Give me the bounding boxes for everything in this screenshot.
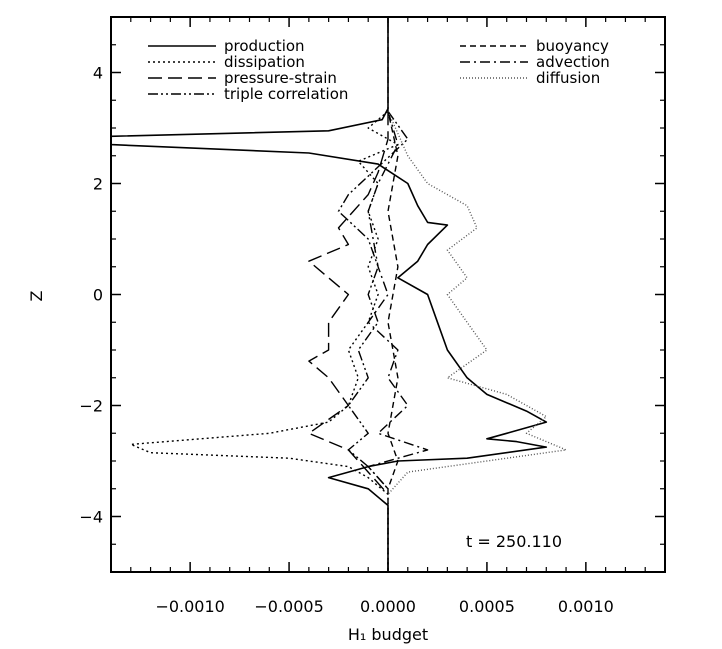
legend-label-advection: advection xyxy=(536,53,610,71)
x-tick-label: 0.0000 xyxy=(360,597,416,616)
y-tick-label: 0 xyxy=(93,286,103,305)
legend: productiondissipationpressure-straintrip… xyxy=(148,37,610,103)
series-line-triple-correlation xyxy=(337,110,409,490)
x-tick-label: 0.0010 xyxy=(558,597,614,616)
legend-label-triple-correlation: triple correlation xyxy=(224,85,348,103)
x-axis-title: H₁ budget xyxy=(348,625,428,644)
series-line-advection xyxy=(367,111,429,490)
series-line-pressure-strain xyxy=(308,111,389,495)
y-axis-title: Z xyxy=(27,290,46,301)
time-annotation: t = 250.110 xyxy=(466,532,562,551)
legend-label-buoyancy: buoyancy xyxy=(536,37,609,55)
y-tick-label: 4 xyxy=(93,64,103,83)
legend-label-production: production xyxy=(224,37,305,55)
x-tick-label: −0.0010 xyxy=(155,597,224,616)
x-tick-label: −0.0005 xyxy=(254,597,323,616)
series-line-production xyxy=(110,17,548,572)
y-tick-label: −2 xyxy=(79,397,103,416)
x-tick-label: 0.0005 xyxy=(459,597,515,616)
y-tick-label: −4 xyxy=(79,508,103,527)
series-line-dissipation xyxy=(130,110,399,572)
series-layer xyxy=(110,17,567,572)
legend-label-diffusion: diffusion xyxy=(536,69,600,87)
legend-label-dissipation: dissipation xyxy=(224,53,305,71)
series-line-buoyancy xyxy=(387,17,399,572)
ticks-layer: −0.0010 −0.0005 0.0000 0.0005 0.0010 −4 −2 0 2 4 xyxy=(79,16,666,616)
y-tick-label: 2 xyxy=(93,175,103,194)
legend-label-pressure-strain: pressure-strain xyxy=(224,69,337,87)
series-line-diffusion xyxy=(387,111,567,495)
